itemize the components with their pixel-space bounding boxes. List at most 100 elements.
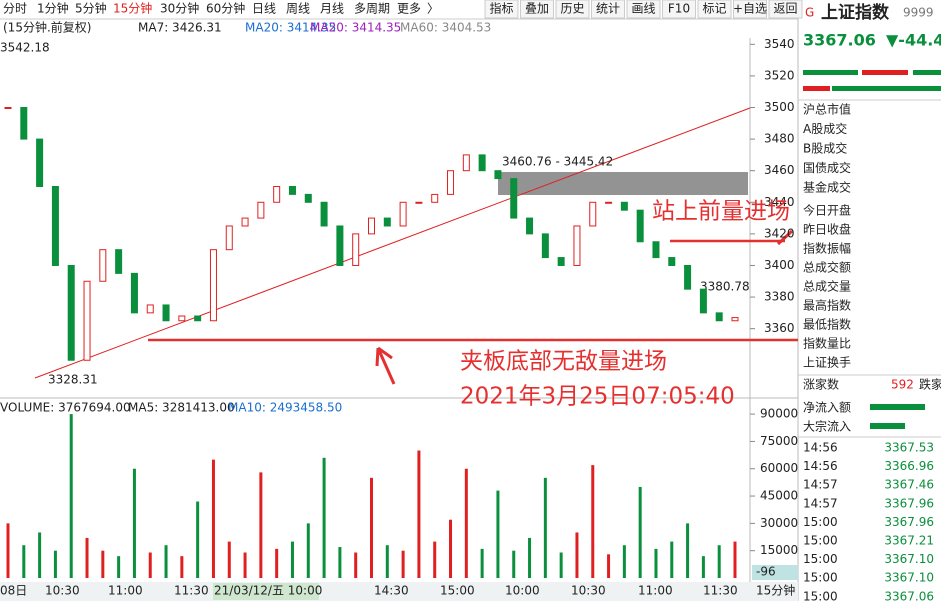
candle — [541, 233, 549, 259]
y-tick-label: 3500 — [764, 100, 795, 114]
annotation: 站上前量进场 — [652, 199, 790, 225]
x-tick-label: 11:30 — [174, 584, 209, 598]
x-tick-label: 10:30 — [45, 584, 80, 598]
volume-bar — [211, 459, 215, 578]
tab[interactable]: 月线 — [320, 2, 344, 16]
toolbar-button[interactable]: 标记 — [702, 2, 726, 16]
tick-time: 14:57 — [803, 478, 838, 492]
volume-bar — [259, 472, 263, 578]
candle — [668, 257, 676, 266]
ma-label: MA60: 3404.53 — [400, 21, 491, 35]
button-frame — [733, 0, 767, 19]
toolbar-button[interactable]: 历史 — [560, 2, 584, 16]
y-tick-label: 3520 — [764, 68, 795, 82]
y-tick-label: 75000 — [760, 434, 798, 448]
arrow — [375, 346, 396, 385]
volume-bar — [338, 547, 342, 578]
volume-bar — [401, 550, 405, 578]
tick-price: 3367.06 — [884, 589, 934, 601]
volume-bar — [733, 541, 737, 578]
volume-bar — [670, 541, 674, 578]
volume-bar — [38, 532, 42, 578]
volume-bar — [227, 541, 231, 578]
low-label: 3328.31 — [48, 373, 98, 387]
volume-bar — [322, 457, 326, 578]
decline-label: 跌家 — [919, 377, 941, 392]
tab[interactable]: 60分钟 — [206, 1, 245, 16]
toolbar-button[interactable]: +自选 — [733, 2, 767, 16]
last-label: 3380.78 — [700, 280, 750, 294]
ma-label: MA20: 3414.35 — [310, 21, 401, 35]
candle — [510, 178, 518, 219]
tick-price: 3367.10 — [884, 552, 934, 566]
tab[interactable]: 日线 — [252, 2, 276, 16]
y-tick-label: 3540 — [764, 37, 795, 51]
volume-bar — [464, 468, 468, 578]
tab[interactable]: 30分钟 — [160, 1, 199, 16]
field-label: 最高指数 — [803, 298, 851, 313]
toolbar-button[interactable]: 统计 — [596, 2, 620, 16]
bar — [803, 70, 858, 75]
toolbar-button[interactable]: 指标 — [489, 1, 513, 16]
field-label: 指数量比 — [803, 336, 851, 351]
tab[interactable]: 周线 — [286, 2, 310, 16]
volume-bar — [433, 541, 437, 578]
tab[interactable]: 5分钟 — [75, 1, 107, 16]
toolbar-button[interactable]: 叠加 — [525, 2, 549, 16]
candle — [431, 193, 439, 203]
volume-bar — [180, 556, 184, 578]
y-tick-label: 3480 — [764, 132, 795, 146]
y-tick-label: 3360 — [764, 321, 795, 335]
bar — [832, 86, 941, 91]
tick-price: 3367.96 — [884, 496, 934, 510]
candle — [336, 225, 344, 266]
candle — [368, 217, 375, 235]
toolbar-button[interactable]: F10 — [668, 2, 690, 16]
cursor-label: -96 — [756, 565, 776, 579]
flow-bar — [870, 423, 905, 429]
period-label: 15分钟 — [756, 583, 795, 598]
candle — [273, 185, 281, 203]
volume-header: MA5: 3281413.00 — [128, 401, 235, 415]
candle — [130, 272, 138, 314]
index-name: 上证指数 — [821, 2, 890, 23]
candle — [620, 201, 628, 211]
volume-bar — [575, 532, 579, 578]
tick-price: 3367.53 — [884, 441, 934, 455]
tick-time: 15:00 — [803, 552, 838, 566]
toolbar-button[interactable]: 画线 — [631, 2, 655, 16]
volume-header: MA10: 2493458.50 — [228, 401, 342, 415]
y-tick-label: 3440 — [764, 195, 795, 209]
indicator-title: (15分钟.前复权) — [3, 20, 91, 35]
volume-bar — [275, 548, 279, 578]
tab[interactable]: 1分钟 — [37, 1, 69, 16]
volume-bar — [85, 537, 89, 578]
volume-bar — [69, 414, 73, 578]
volume-bar — [243, 552, 247, 578]
candle — [478, 154, 486, 172]
button-frame — [768, 0, 803, 19]
arrow — [776, 229, 794, 246]
candle — [589, 201, 597, 227]
candle — [51, 185, 59, 266]
tab[interactable]: 更多 — [397, 2, 421, 16]
tab[interactable]: 分时 — [3, 2, 27, 16]
toolbar-button[interactable]: 返回 — [773, 2, 797, 16]
x-tick-label: 21/03/12/五 10:00 — [214, 584, 322, 598]
candle — [241, 217, 249, 227]
tab[interactable]: 多周期 — [354, 2, 390, 16]
y-tick-label: 90000 — [760, 407, 798, 421]
volume-bar — [717, 545, 721, 578]
volume-bar — [638, 486, 642, 578]
tick-time: 14:56 — [803, 459, 838, 473]
tab[interactable]: 〉 — [427, 2, 439, 16]
volume-bar — [196, 501, 200, 578]
candle — [352, 233, 360, 266]
volume-bar — [164, 545, 168, 578]
tab[interactable]: 15分钟 — [113, 1, 152, 16]
button-frame — [520, 0, 554, 19]
button-frame — [626, 0, 661, 19]
field-label: 沪总市值 — [803, 102, 851, 117]
